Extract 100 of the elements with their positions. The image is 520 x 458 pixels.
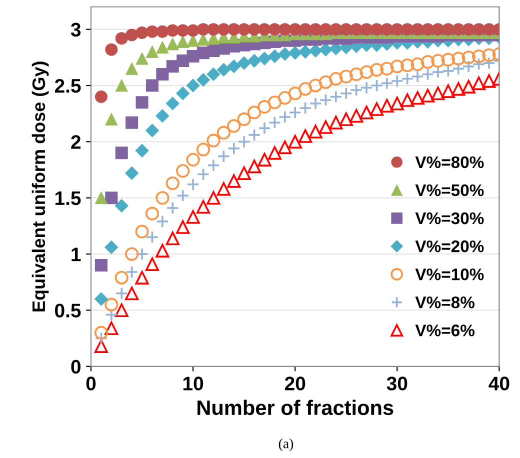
point [166, 232, 180, 246]
point [176, 164, 190, 178]
point [136, 248, 148, 261]
x-tick-label: 30 [386, 376, 408, 390]
point [380, 23, 394, 36]
point [125, 286, 139, 300]
point [146, 46, 158, 58]
point [115, 286, 128, 300]
point [452, 52, 466, 66]
point [237, 112, 251, 126]
point [227, 142, 240, 155]
point [125, 266, 138, 278]
point [482, 48, 496, 62]
y-tick-label: 3 [70, 22, 81, 37]
point [156, 68, 169, 81]
point [258, 23, 271, 36]
point [216, 182, 230, 196]
x-tick-label: 0 [86, 376, 96, 390]
point [472, 58, 486, 71]
point [400, 93, 414, 107]
point [115, 32, 128, 45]
point [126, 28, 138, 42]
point [176, 35, 190, 48]
point [278, 110, 292, 124]
point [94, 339, 108, 353]
point [114, 199, 128, 212]
point [422, 23, 434, 36]
point [432, 23, 444, 36]
point [288, 23, 302, 36]
point [462, 80, 476, 94]
point [298, 102, 312, 114]
point [380, 98, 394, 113]
point [156, 244, 170, 258]
point [104, 308, 118, 322]
point [410, 91, 424, 105]
point [114, 303, 128, 318]
point [472, 76, 486, 90]
point [104, 240, 118, 254]
point [268, 50, 282, 64]
point [156, 191, 170, 205]
point [329, 72, 343, 86]
point [94, 90, 108, 104]
point [216, 63, 230, 77]
x-tick-label: 40 [488, 376, 510, 390]
point [176, 24, 190, 37]
point [442, 23, 454, 36]
x-tick-label: 10 [183, 376, 204, 390]
point [104, 298, 118, 312]
point [278, 140, 292, 154]
point [268, 146, 282, 160]
y-axis-title: Equivalent uniform dose (Gy) [32, 62, 49, 312]
point [420, 55, 435, 69]
point [238, 135, 251, 148]
point [94, 292, 108, 306]
point [156, 215, 169, 228]
x-tick-label: 20 [284, 376, 306, 390]
point [135, 144, 149, 158]
point [248, 128, 261, 142]
point [146, 230, 159, 244]
point [186, 24, 200, 37]
point [166, 202, 180, 214]
text: (a) [278, 438, 294, 452]
point [278, 47, 292, 61]
point [94, 332, 108, 345]
point [238, 23, 250, 36]
point [268, 116, 282, 130]
point [318, 42, 332, 56]
point [288, 106, 302, 119]
point [196, 168, 210, 181]
y-tick-label: 0 [71, 360, 80, 374]
point [400, 58, 414, 72]
point [390, 60, 404, 74]
point [125, 166, 139, 180]
point [482, 74, 496, 88]
point [145, 257, 160, 271]
point [288, 46, 302, 60]
legend-label: V%=10% [415, 268, 484, 280]
point [431, 54, 445, 68]
point [288, 86, 302, 100]
point [136, 26, 148, 39]
point [156, 25, 169, 38]
point [268, 96, 282, 110]
point [186, 78, 200, 92]
point [452, 62, 465, 76]
legend-label: V%=6% [415, 324, 474, 336]
point [114, 270, 128, 284]
point [370, 102, 384, 116]
point [319, 94, 332, 107]
point [442, 64, 455, 78]
point [350, 84, 363, 96]
point [411, 70, 424, 83]
point [115, 146, 128, 160]
point [248, 23, 261, 36]
point [420, 88, 435, 102]
point [298, 45, 312, 59]
point [176, 189, 190, 202]
point [318, 120, 333, 134]
point [216, 126, 230, 140]
legend-label: V%=8% [415, 296, 474, 308]
point [176, 86, 190, 100]
